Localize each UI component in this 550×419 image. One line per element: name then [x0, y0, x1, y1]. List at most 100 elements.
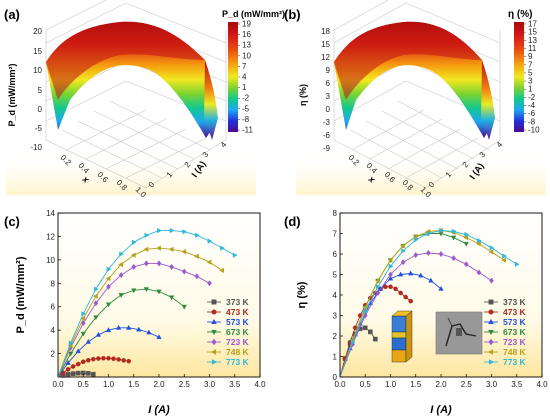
data-point-circle [75, 361, 81, 367]
panel-c-x-axis-label: I (A) [148, 404, 170, 416]
data-point-triangle-left [130, 252, 136, 258]
data-point-diamond [488, 338, 494, 346]
data-point-triangle-right [81, 311, 87, 317]
data-point-triangle-down [80, 331, 86, 337]
data-point-triangle-right [232, 252, 238, 258]
data-point-circle [403, 294, 408, 300]
data-point-triangle-right [220, 245, 226, 251]
data-point-triangle-left [501, 257, 507, 263]
panel-a-colorbar-title: P_d (mW/mm²) [222, 9, 285, 19]
panel-b-colorbar-title: η (%) [508, 9, 532, 20]
data-point-triangle-up [397, 271, 404, 277]
data-point-circle [65, 367, 71, 372]
data-point-triangle-up [65, 360, 71, 365]
panel-a-colorbar [228, 22, 238, 132]
data-point-diamond [388, 271, 393, 278]
data-point-diamond [131, 263, 137, 270]
panel-d-y-axis-label: η (%) [296, 281, 308, 308]
y-tick-label: 6 [333, 250, 338, 259]
panel-b-z-tick: 15 [321, 40, 330, 49]
data-point-triangle-left [168, 246, 174, 252]
data-point-triangle-right [144, 232, 150, 238]
data-point-triangle-up [115, 324, 122, 330]
data-point-triangle-left [118, 261, 124, 268]
colorbar-tick-label: 4 [242, 73, 247, 82]
data-point-circle [106, 355, 111, 361]
data-point-triangle-up [85, 338, 91, 344]
data-point-triangle-right [388, 263, 394, 269]
data-point-triangle-right [363, 308, 369, 315]
data-point-triangle-down [450, 235, 457, 241]
panel-b-y-tick: 3 [478, 150, 488, 160]
data-point-triangle-down [118, 293, 124, 298]
y-tick-label: 3 [333, 312, 338, 321]
data-point-triangle-right [131, 239, 137, 245]
colorbar-tick-label: -11 [242, 126, 254, 135]
device-photo [435, 311, 483, 355]
data-point-triangle-right [488, 359, 495, 365]
panel-c-plot-area [57, 227, 238, 378]
data-point-triangle-left [92, 293, 98, 299]
data-point-triangle-right [169, 227, 175, 234]
data-point-triangle-right [211, 359, 218, 365]
colorbar-tick-label: -10 [528, 126, 540, 135]
panel-d-ticks: 0.0 0.5 1.0 1.5 2.0 2.5 3.0 3.5 4.0 0 1 2 3 4 5 6 7 8 [333, 209, 549, 389]
data-point-triangle-up [105, 327, 112, 333]
panel-a-y-tick: 0 [147, 180, 157, 190]
legend-entry-label: 723 K [226, 337, 250, 347]
panel-b-z-tick: 18 [321, 27, 330, 36]
data-point-triangle-right [106, 266, 112, 272]
data-point-triangle-left [412, 233, 418, 240]
data-point-diamond [169, 263, 174, 270]
data-point-triangle-up [95, 331, 102, 337]
data-point-circle [408, 298, 414, 304]
data-point-triangle-left [219, 267, 225, 274]
colorbar-tick-label: 1 [528, 85, 533, 94]
data-point-circle [398, 290, 403, 296]
data-point-triangle-left [181, 249, 187, 255]
legend-entry-label: 573 K [503, 317, 527, 327]
legend-entry-label: 673 K [226, 327, 250, 337]
x-tick-label: 2.5 [179, 380, 191, 389]
y-tick-label: 4 [51, 326, 56, 335]
data-point-diamond [375, 289, 381, 297]
data-point-diamond [413, 251, 419, 259]
x-tick-label: 0.5 [360, 380, 372, 389]
colorbar-tick-label: 17 [528, 20, 537, 29]
data-point-triangle-down [181, 304, 187, 310]
data-point-triangle-up [126, 324, 132, 330]
y-tick-label: 2 [51, 350, 56, 359]
colorbar-tick-label: -4 [528, 101, 536, 110]
data-point-circle [80, 359, 86, 365]
panel-c: (c) 0.0 0.5 1.0 1.5 2.0 2.5 3.0 3.5 4.0 2 4 6 8 10 12 1… [4, 209, 266, 416]
x-tick-label: 3.0 [486, 380, 498, 389]
data-point-circle [488, 309, 494, 315]
data-point-square [211, 299, 217, 305]
data-point-triangle-up [136, 326, 142, 332]
data-point-diamond [426, 249, 431, 257]
data-point-triangle-down [105, 302, 112, 308]
x-tick-label: 0.5 [78, 380, 90, 389]
data-point-triangle-right [413, 237, 419, 243]
device-stack-illustration [391, 310, 413, 363]
data-point-triangle-up [408, 270, 414, 276]
colorbar-tick-label: 19 [242, 20, 251, 29]
data-point-triangle-down [488, 329, 494, 336]
data-point-triangle-left [387, 257, 393, 263]
panel-b-surface-tail [481, 60, 495, 140]
colorbar-tick-label: 3 [528, 77, 533, 86]
panel-d: (d) 0.0 0.5 1.0 1.5 2.0 2.5 3.0 3.5 4.0 0 1 2 3 4 5 6 7 8… [284, 209, 548, 416]
panel-b-y-tick: 1 [444, 170, 454, 180]
panel-d-plot-area [339, 227, 520, 378]
data-point-circle [96, 356, 101, 361]
panel-b-surface [334, 21, 495, 140]
panel-a-z-tick: 0 [38, 105, 43, 114]
colorbar-tick-label: 16 [242, 30, 251, 39]
panel-a-surface-ridge [46, 21, 205, 101]
data-point-circle [101, 355, 106, 361]
data-point-diamond [144, 260, 149, 267]
data-point-triangle-left [488, 249, 494, 255]
panel-b-colorbar [514, 22, 524, 132]
data-point-circle [70, 364, 76, 369]
